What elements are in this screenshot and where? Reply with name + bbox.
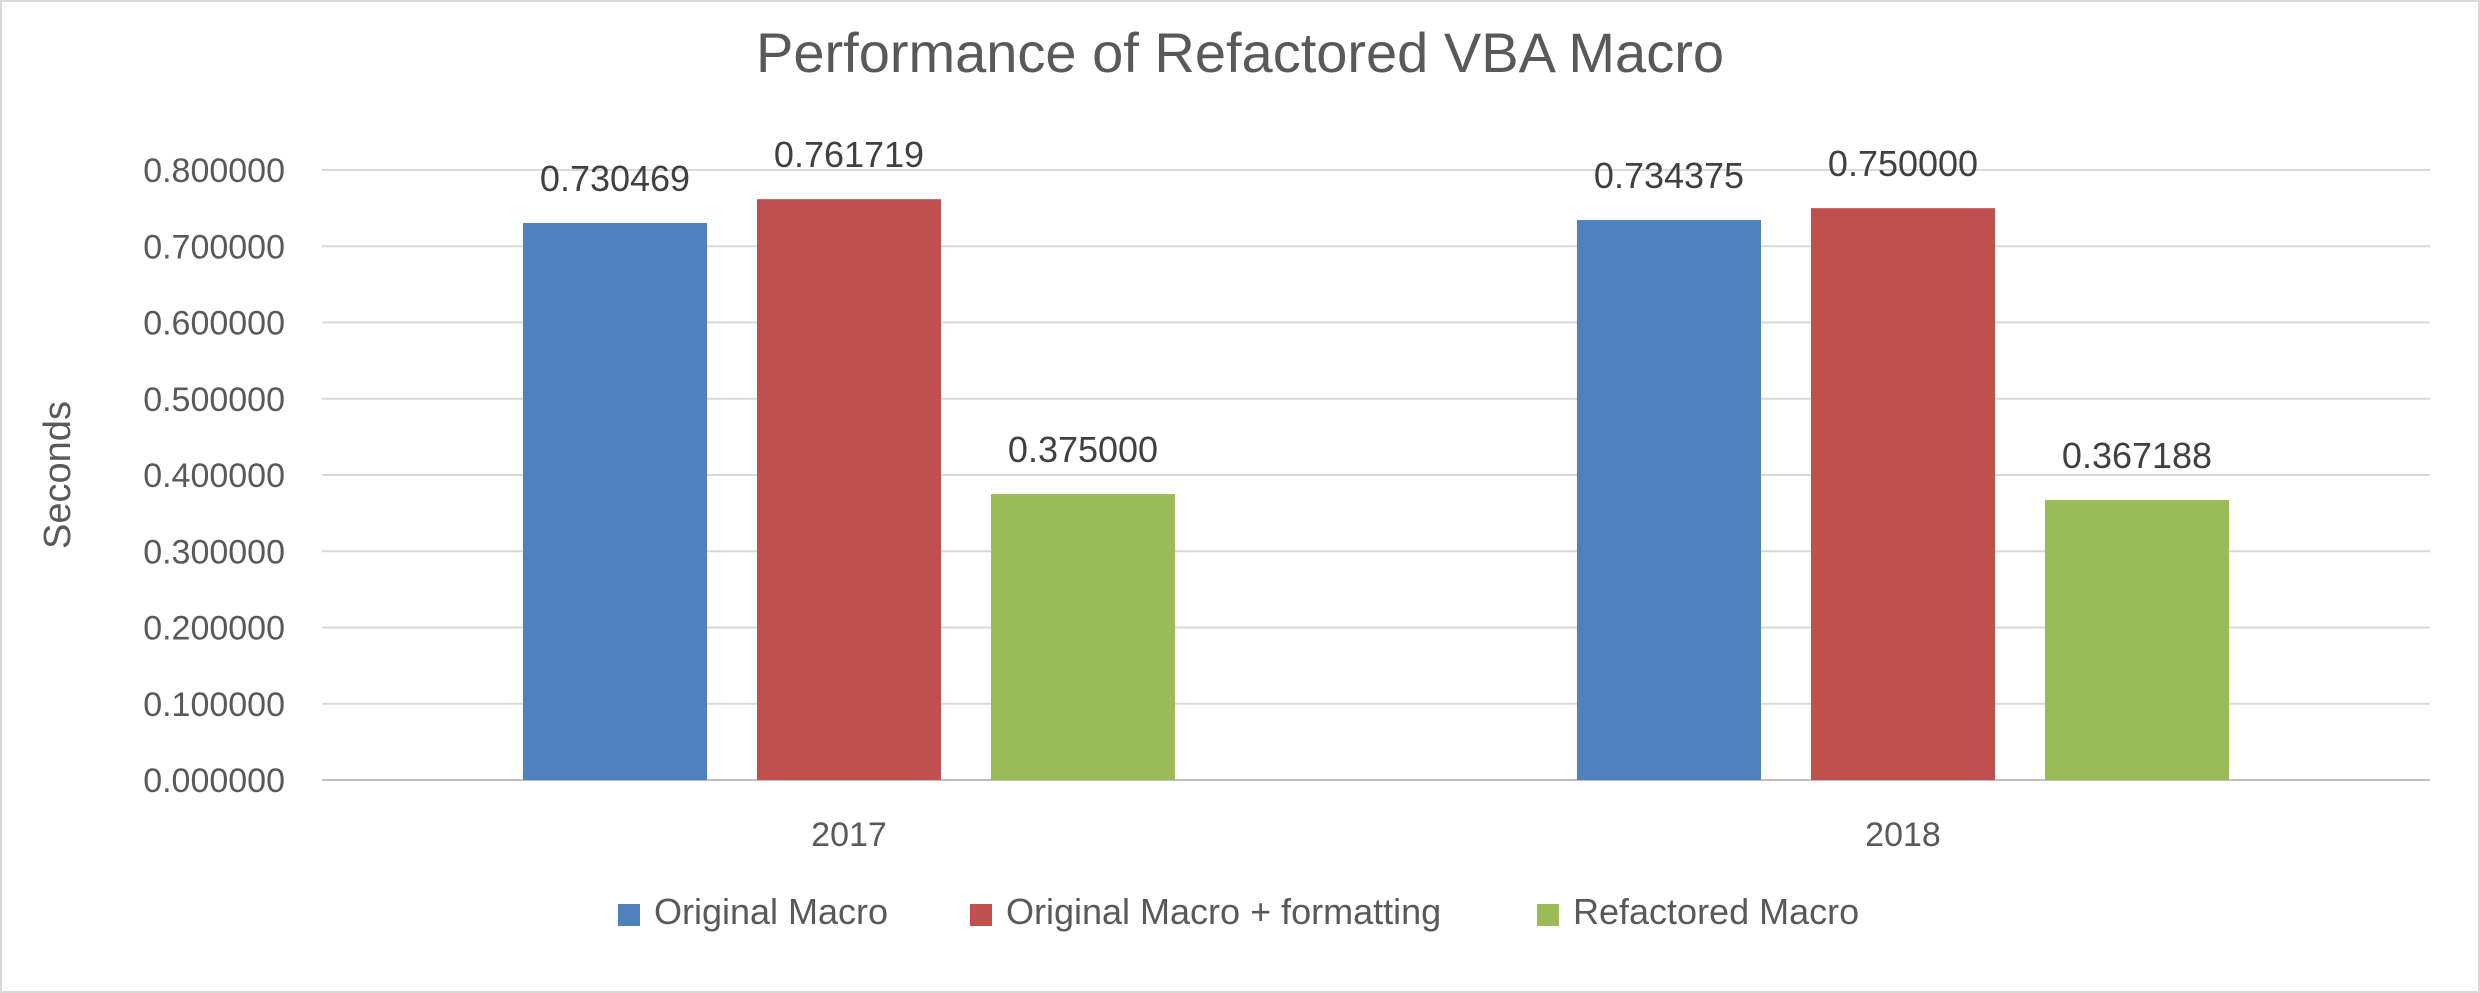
bar bbox=[1577, 220, 1761, 780]
y-tick-label: 0.000000 bbox=[143, 762, 285, 800]
y-tick-label: 0.100000 bbox=[143, 686, 285, 724]
y-tick-label: 0.600000 bbox=[143, 305, 285, 343]
legend-label: Refactored Macro bbox=[1573, 891, 1859, 932]
bars bbox=[523, 199, 2229, 780]
y-axis-ticks: 0.000000 0.100000 0.200000 0.300000 0.400000… bbox=[143, 152, 285, 800]
x-tick-label: 2017 bbox=[811, 816, 887, 854]
y-tick-label: 0.500000 bbox=[143, 381, 285, 419]
data-label: 0.730469 bbox=[540, 158, 690, 199]
legend: Original Macro Original Macro + formattin… bbox=[618, 891, 1859, 932]
y-tick-label: 0.200000 bbox=[143, 610, 285, 648]
data-label: 0.375000 bbox=[1008, 429, 1158, 470]
bar bbox=[757, 199, 941, 780]
data-label: 0.734375 bbox=[1594, 155, 1744, 196]
legend-label: Original Macro bbox=[654, 891, 888, 932]
y-tick-label: 0.800000 bbox=[143, 152, 285, 190]
legend-swatch bbox=[1537, 904, 1559, 926]
legend-swatch bbox=[618, 904, 640, 926]
data-label: 0.750000 bbox=[1828, 143, 1978, 184]
data-labels: 0.730469 0.761719 0.375000 0.734375 0.750000… bbox=[540, 134, 2212, 476]
y-tick-label: 0.400000 bbox=[143, 457, 285, 495]
chart-title: Performance of Refactored VBA Macro bbox=[756, 21, 1724, 84]
bar bbox=[1811, 208, 1995, 780]
legend-label: Original Macro + formatting bbox=[1006, 891, 1441, 932]
bar bbox=[991, 494, 1175, 780]
y-axis-label: Seconds bbox=[37, 401, 79, 549]
bar bbox=[2045, 500, 2229, 780]
legend-swatch bbox=[970, 904, 992, 926]
data-label: 0.367188 bbox=[2062, 435, 2212, 476]
bar bbox=[523, 223, 707, 780]
x-axis-ticks: 2017 2018 bbox=[811, 816, 1941, 854]
data-label: 0.761719 bbox=[774, 134, 924, 175]
y-tick-label: 0.300000 bbox=[143, 533, 285, 571]
x-tick-label: 2018 bbox=[1865, 816, 1941, 854]
y-tick-label: 0.700000 bbox=[143, 228, 285, 266]
